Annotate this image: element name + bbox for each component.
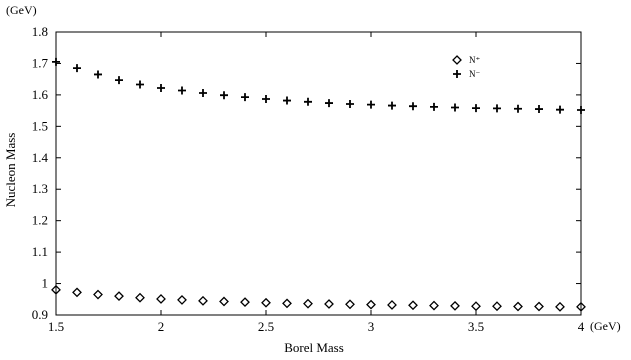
data-marks	[51, 57, 586, 312]
legend-label: N⁻	[469, 69, 480, 79]
n-minus-point	[472, 104, 480, 113]
legend-label: N⁺	[469, 55, 480, 65]
n-plus-point	[324, 299, 334, 309]
n-minus-point	[241, 93, 249, 102]
y-axis-label: Nucleon Mass	[3, 133, 18, 208]
n-plus-point	[345, 299, 355, 310]
n-minus-point	[367, 100, 375, 109]
n-minus-point	[115, 76, 123, 85]
y-tick-label: 1.6	[32, 87, 49, 102]
y-tick-label: 1.2	[32, 213, 48, 228]
n-minus-point	[409, 102, 417, 111]
n-plus-point	[114, 291, 124, 302]
y-tick-label: 1.5	[32, 118, 48, 133]
y-tick-label: 1.1	[32, 244, 48, 259]
n-minus-point	[52, 57, 60, 66]
n-plus-point	[555, 301, 565, 312]
y-tick-label: 1	[42, 276, 49, 291]
n-minus-point	[451, 103, 459, 112]
n-minus-point	[556, 105, 564, 114]
n-minus-point	[493, 104, 501, 113]
legend-marker	[452, 55, 462, 65]
n-plus-point	[366, 299, 376, 310]
x-axis-label: Borel Mass	[284, 340, 344, 355]
n-minus-point	[388, 101, 396, 110]
n-minus-point	[136, 80, 144, 89]
n-minus-point	[304, 97, 312, 106]
y-tick-label: 0.9	[32, 307, 48, 322]
n-minus-point	[430, 102, 438, 111]
x-tick-label: 4	[578, 319, 585, 334]
n-minus-point	[283, 96, 291, 105]
n-plus-point	[261, 297, 271, 308]
n-minus-point	[535, 105, 543, 114]
n-minus-point	[73, 64, 81, 73]
x-tick-label: 3.5	[468, 319, 484, 334]
n-plus-point	[492, 301, 502, 312]
y-tick-label: 1.3	[32, 181, 48, 196]
n-plus-point	[219, 296, 229, 307]
n-minus-point	[199, 89, 207, 98]
n-plus-point	[429, 300, 439, 311]
plot-frame	[55, 31, 582, 316]
n-plus-point	[135, 292, 145, 303]
n-plus-point	[72, 287, 82, 298]
n-minus-point	[577, 105, 585, 114]
x-tick-label: 3	[368, 319, 375, 334]
x-tick-label: 2	[158, 319, 165, 334]
n-plus-point	[51, 284, 61, 295]
n-plus-point	[387, 300, 397, 310]
n-plus-point	[513, 301, 523, 312]
legend: N⁺ N⁻	[452, 55, 480, 79]
n-minus-point	[157, 83, 165, 92]
n-minus-point	[220, 91, 228, 100]
n-minus-point	[178, 86, 186, 95]
x-tick-label: 1.5	[48, 319, 64, 334]
x-tick-label: 2.5	[258, 319, 274, 334]
y-tick-label: 1.8	[32, 24, 48, 39]
n-plus-point	[408, 300, 418, 311]
y-tick-label: 1.7	[32, 55, 49, 70]
n-minus-point	[94, 70, 102, 79]
n-minus-point	[514, 104, 522, 113]
n-minus-point	[262, 94, 270, 103]
n-plus-point	[576, 301, 586, 312]
n-minus-point	[325, 99, 333, 108]
legend-marker	[453, 70, 461, 78]
n-plus-point	[471, 301, 481, 312]
n-minus-point	[346, 100, 354, 109]
n-plus-point	[303, 298, 313, 309]
n-plus-point	[282, 298, 292, 309]
n-plus-point	[240, 297, 250, 308]
y-unit-label: (GeV)	[6, 3, 37, 17]
n-plus-point	[198, 295, 208, 306]
n-plus-point	[93, 289, 103, 300]
n-plus-point	[177, 294, 187, 305]
x-unit-label: (GeV)	[590, 319, 621, 333]
n-plus-point	[534, 301, 544, 312]
n-plus-point	[450, 300, 460, 311]
y-tick-label: 1.4	[32, 150, 49, 165]
n-plus-point	[156, 294, 166, 304]
axis-ticks: 1.5 2 2.5 3 3.5 4 0.9 1 1.1 1.2 1.3 1.4 1.5 1.6 1.7 1.8	[32, 24, 585, 334]
